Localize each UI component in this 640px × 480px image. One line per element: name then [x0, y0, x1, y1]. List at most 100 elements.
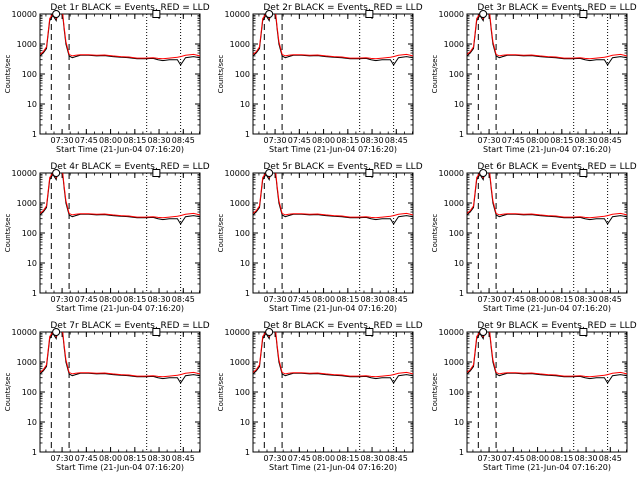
y-tick-label: 10: [27, 100, 37, 109]
chart-panel-2: Det 2r BLACK = Events, RED = LLD 1 10 100 10…: [217, 3, 423, 154]
x-tick-label: 08:15: [123, 454, 146, 463]
x-tick-label: 08:30: [575, 295, 598, 304]
y-tick-label: 100: [22, 229, 37, 238]
y-tick-label: 10000: [12, 169, 37, 178]
circle-marker: [52, 10, 61, 18]
y-tick-label: 10: [454, 418, 464, 427]
x-tick-label: 08:45: [599, 136, 622, 145]
y-tick-label: 10000: [12, 10, 37, 19]
x-tick-label: 08:30: [148, 295, 171, 304]
y-tick-label: 1: [32, 130, 37, 139]
circle-marker: [265, 10, 274, 18]
y-tick-label: 1000: [444, 199, 464, 208]
x-axis-label: Start Time (21-Jun-04 07:16:20): [56, 145, 184, 154]
x-tick-label: 08:45: [385, 454, 408, 463]
chart-panel-8: Det 8r BLACK = Events, RED = LLD 1 10 100 10…: [217, 321, 423, 472]
y-tick-label: 10000: [12, 328, 37, 337]
x-tick-label: 08:00: [526, 454, 549, 463]
y-tick-label: 10000: [439, 169, 464, 178]
x-tick-label: 07:30: [264, 454, 287, 463]
x-tick-label: 07:45: [288, 136, 311, 145]
y-tick-label: 1: [459, 448, 464, 457]
circle-marker: [265, 169, 274, 177]
x-tick-label: 08:45: [172, 295, 195, 304]
x-axis-label: Start Time (21-Jun-04 07:16:20): [483, 463, 611, 472]
circle-marker: [479, 10, 488, 18]
x-tick-label: 07:30: [51, 295, 74, 304]
x-tick-label: 08:30: [361, 295, 384, 304]
chart-panel-7: Det 7r BLACK = Events, RED = LLD 1 10 100 10…: [4, 321, 210, 472]
y-tick-label: 10: [240, 100, 250, 109]
y-tick-label: 1000: [230, 358, 250, 367]
y-tick-label: 1: [32, 289, 37, 298]
x-axis-label: Start Time (21-Jun-04 07:16:20): [269, 304, 397, 313]
chart-panel-5: Det 5r BLACK = Events, RED = LLD 1 10 100 10…: [217, 162, 423, 313]
x-tick-label: 07:30: [264, 295, 287, 304]
x-tick-label: 08:00: [99, 295, 122, 304]
x-tick-label: 08:30: [575, 136, 598, 145]
chart-title: Det 4r BLACK = Events, RED = LLD: [50, 162, 209, 172]
y-tick-label: 100: [235, 388, 250, 397]
x-tick-label: 07:30: [478, 454, 501, 463]
x-tick-label: 08:45: [172, 136, 195, 145]
circle-marker: [479, 169, 488, 177]
y-tick-label: 10000: [225, 328, 250, 337]
chart-title: Det 5r BLACK = Events, RED = LLD: [263, 162, 422, 172]
x-tick-label: 07:30: [264, 136, 287, 145]
square-marker: [152, 328, 161, 336]
y-tick-label: 1: [245, 448, 250, 457]
y-tick-label: 1000: [17, 199, 37, 208]
x-axis-label: Start Time (21-Jun-04 07:16:20): [483, 145, 611, 154]
y-axis-label: Counts/sec: [217, 214, 225, 253]
y-axis-label: Counts/sec: [4, 373, 12, 412]
x-tick-label: 08:45: [385, 136, 408, 145]
circle-marker: [52, 328, 61, 336]
x-tick-label: 08:30: [361, 136, 384, 145]
y-tick-label: 100: [235, 229, 250, 238]
y-axis-label: Counts/sec: [431, 214, 439, 253]
y-tick-label: 10000: [439, 10, 464, 19]
y-axis-label: Counts/sec: [4, 55, 12, 94]
x-tick-label: 07:45: [288, 295, 311, 304]
y-tick-label: 100: [22, 388, 37, 397]
x-tick-label: 07:45: [75, 136, 98, 145]
y-axis-label: Counts/sec: [217, 55, 225, 94]
square-marker: [365, 169, 374, 177]
y-tick-label: 100: [449, 70, 464, 79]
circle-marker: [479, 328, 488, 336]
square-marker: [579, 328, 588, 336]
x-tick-label: 07:30: [51, 136, 74, 145]
x-tick-label: 08:00: [312, 454, 335, 463]
y-tick-label: 10: [27, 418, 37, 427]
y-tick-label: 10: [240, 418, 250, 427]
x-tick-label: 08:15: [550, 454, 573, 463]
x-tick-label: 08:00: [99, 136, 122, 145]
square-marker: [152, 169, 161, 177]
chart-title: Det 3r BLACK = Events, RED = LLD: [477, 3, 636, 13]
square-marker: [579, 169, 588, 177]
x-tick-label: 08:15: [123, 136, 146, 145]
x-tick-label: 08:15: [550, 295, 573, 304]
square-marker: [152, 10, 161, 18]
x-tick-label: 07:30: [51, 454, 74, 463]
y-tick-label: 100: [449, 388, 464, 397]
y-axis-label: Counts/sec: [431, 55, 439, 94]
x-tick-label: 07:30: [478, 136, 501, 145]
chart-panel-1: Det 1r BLACK = Events, RED = LLD 1 10 100 10…: [4, 3, 210, 154]
x-tick-label: 08:00: [312, 136, 335, 145]
x-tick-label: 07:45: [502, 454, 525, 463]
chart-panel-4: Det 4r BLACK = Events, RED = LLD 1 10 100 10…: [4, 162, 210, 313]
x-axis-label: Start Time (21-Jun-04 07:16:20): [269, 145, 397, 154]
square-marker: [365, 10, 374, 18]
y-tick-label: 10000: [225, 10, 250, 19]
y-tick-label: 1000: [17, 40, 37, 49]
square-marker: [365, 328, 374, 336]
x-tick-label: 08:45: [599, 454, 622, 463]
chart-title: Det 6r BLACK = Events, RED = LLD: [477, 162, 636, 172]
circle-marker: [52, 169, 61, 177]
x-axis-label: Start Time (21-Jun-04 07:16:20): [56, 304, 184, 313]
y-tick-label: 1: [459, 130, 464, 139]
chart-title: Det 8r BLACK = Events, RED = LLD: [263, 321, 422, 331]
y-tick-label: 10: [454, 259, 464, 268]
